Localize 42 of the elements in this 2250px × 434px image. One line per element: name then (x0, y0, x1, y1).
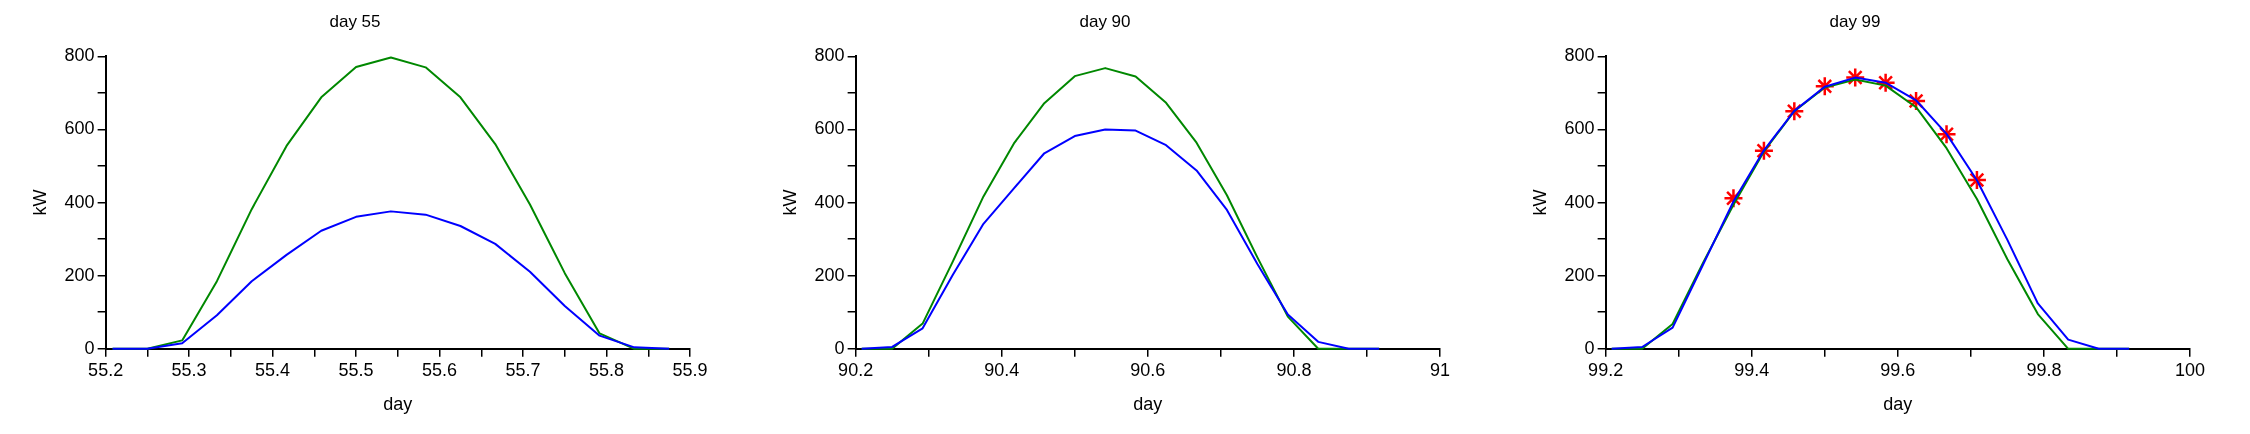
x-tick-label: 55.9 (672, 359, 708, 380)
x-tick-label: 90.2 (838, 359, 874, 380)
x-tick-label: 90.6 (1130, 359, 1166, 380)
x-tick-label: 55.6 (422, 359, 458, 380)
x-tick-label: 55.3 (171, 359, 207, 380)
x-tick-label: 55.8 (589, 359, 625, 380)
y-axis-title: kW (1529, 189, 1550, 216)
x-tick-label: 55.2 (88, 359, 124, 380)
y-tick-label: 400 (64, 191, 95, 212)
x-axis-title: day (1133, 394, 1163, 415)
x-tick-label: 99.4 (1734, 359, 1770, 380)
y-tick-label: 800 (64, 45, 95, 66)
chart-title: day 55 (329, 11, 381, 31)
y-tick-label: 200 (814, 264, 845, 285)
y-tick-label: 400 (1564, 191, 1595, 212)
x-tick-label: 91 (1429, 359, 1451, 380)
y-tick-label: 0 (834, 337, 845, 358)
y-tick-label: 600 (1564, 118, 1595, 139)
y-tick-label: 200 (64, 264, 95, 285)
x-tick-label: 55.4 (255, 359, 291, 380)
x-axis-title: day (383, 394, 413, 415)
x-tick-label: 55.5 (338, 359, 374, 380)
x-tick-label: 55.7 (505, 359, 541, 380)
chart-title: day 99 (1829, 11, 1881, 31)
y-tick-label: 200 (1564, 264, 1595, 285)
y-tick-label: 400 (814, 191, 845, 212)
y-tick-label: 800 (814, 45, 845, 66)
x-tick-label: 90.4 (984, 359, 1020, 380)
y-axis-title: kW (779, 189, 800, 216)
x-tick-label: 99.2 (1588, 359, 1624, 380)
y-tick-label: 0 (1584, 337, 1595, 358)
y-axis-title: kW (29, 189, 50, 216)
y-tick-label: 0 (84, 337, 95, 358)
x-tick-label: 100 (2174, 359, 2206, 380)
x-axis-title: day (1883, 394, 1913, 415)
chart-title: day 90 (1079, 11, 1131, 31)
y-tick-label: 600 (814, 118, 845, 139)
x-tick-label: 99.8 (2026, 359, 2062, 380)
y-tick-label: 800 (1564, 45, 1595, 66)
y-tick-label: 600 (64, 118, 95, 139)
x-tick-label: 99.6 (1880, 359, 1916, 380)
x-tick-label: 90.8 (1276, 359, 1312, 380)
